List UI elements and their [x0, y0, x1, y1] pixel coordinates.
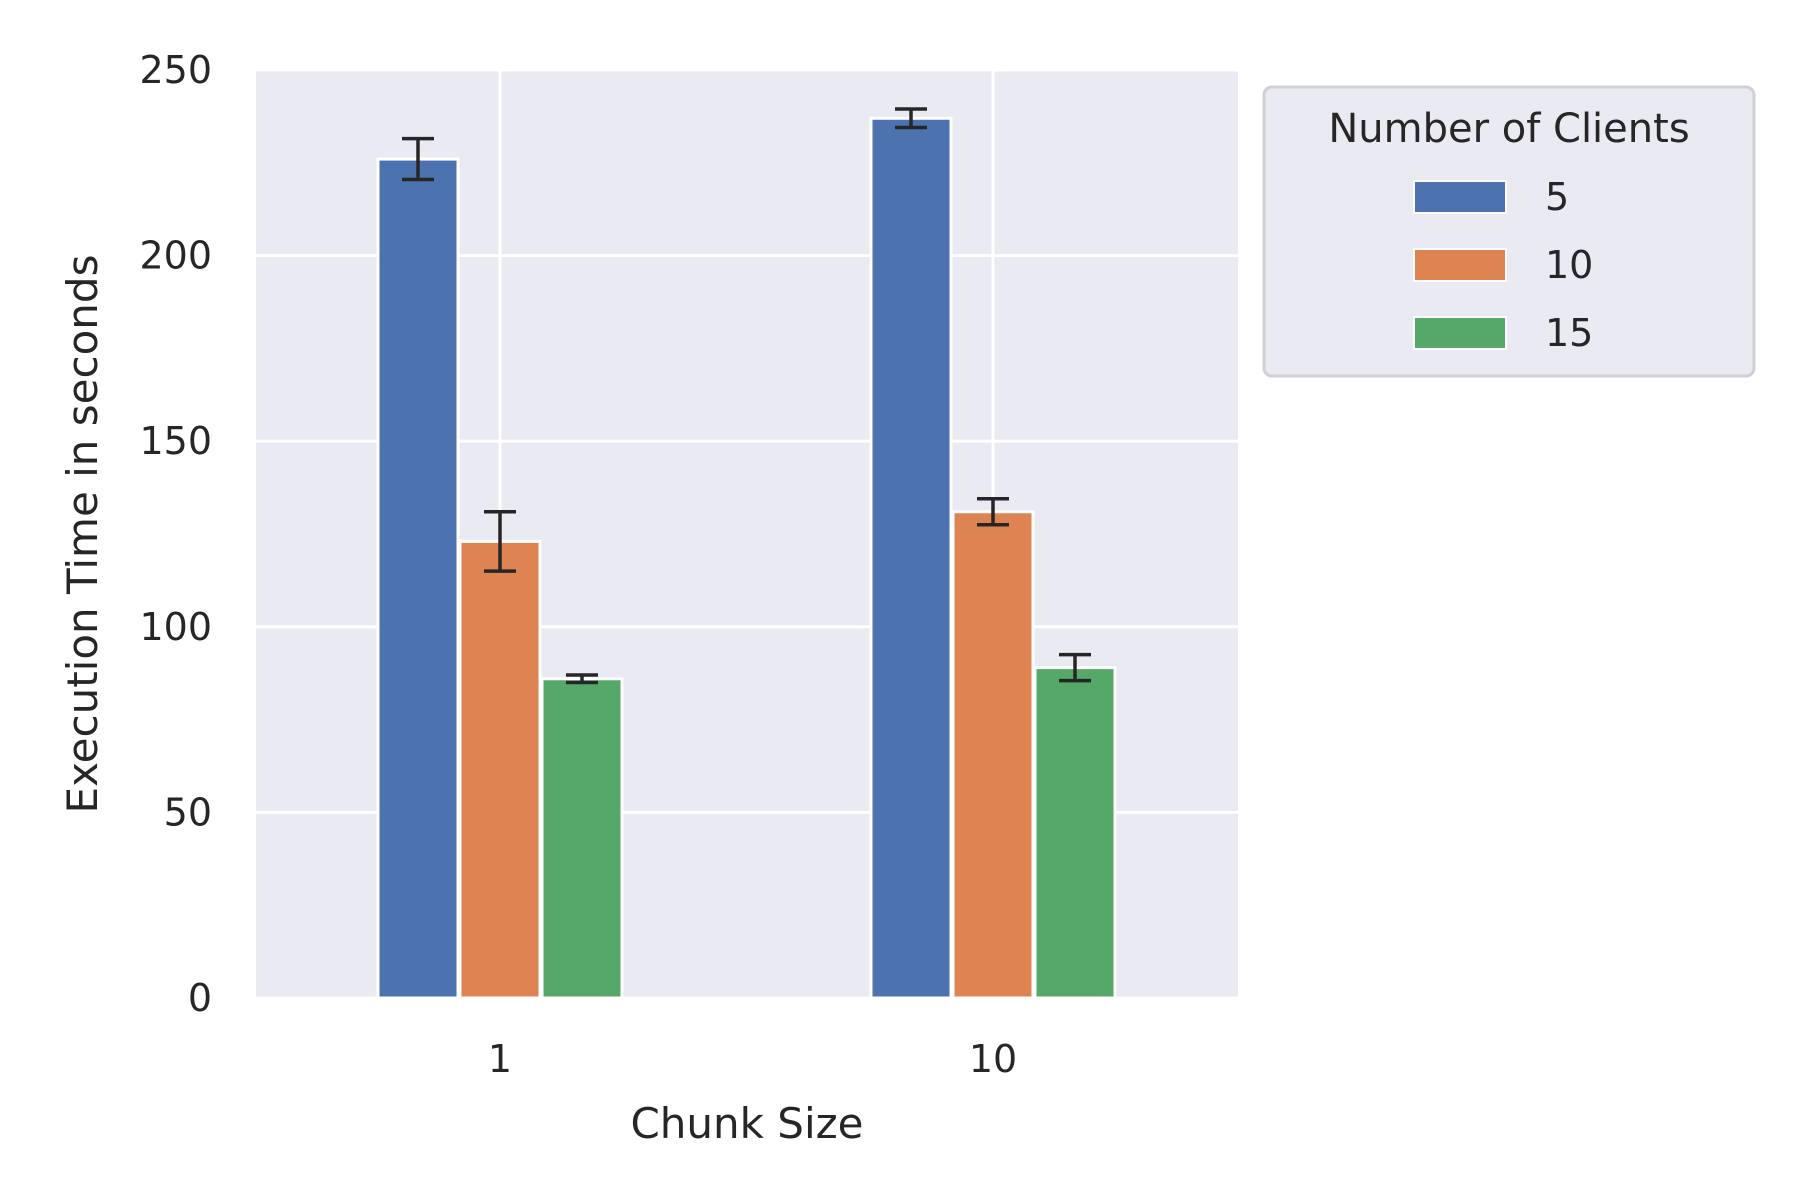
- y-tick-label: 150: [139, 419, 212, 463]
- legend-items: 5 10 15: [1413, 175, 1593, 355]
- x-axis-title: Chunk Size: [630, 1099, 863, 1148]
- legend-item: 15: [1413, 311, 1593, 355]
- bar: [1033, 666, 1117, 1000]
- legend-swatch: [1413, 180, 1507, 214]
- error-bar: [1059, 652, 1091, 683]
- y-tick-label: 0: [188, 976, 212, 1020]
- legend-swatch: [1413, 248, 1507, 282]
- x-tick-label: 1: [488, 1037, 512, 1081]
- bars: [376, 116, 1117, 1000]
- legend-label: 5: [1545, 175, 1569, 219]
- x-tick-label: 10: [969, 1037, 1017, 1081]
- bar: [951, 510, 1035, 1000]
- error-bar: [977, 496, 1009, 527]
- legend-item: 5: [1413, 175, 1569, 219]
- y-axis-title: Execution Time in seconds: [58, 255, 107, 814]
- error-bar: [895, 107, 927, 130]
- legend: Number of Clients 5 10 15: [1262, 85, 1756, 378]
- legend-swatch: [1413, 316, 1507, 350]
- bar: [376, 157, 460, 1000]
- x-tick-labels: 1 10: [488, 1037, 1017, 1081]
- legend-title: Number of Clients: [1328, 106, 1689, 152]
- error-bar: [402, 136, 434, 182]
- bar: [869, 116, 953, 1000]
- error-bar: [566, 673, 598, 685]
- legend-frame: [1262, 85, 1756, 378]
- bar: [458, 539, 542, 1000]
- y-tick-label: 100: [139, 605, 212, 649]
- error-bar: [484, 509, 516, 573]
- legend-label: 15: [1545, 311, 1593, 355]
- y-tick-label: 200: [139, 234, 212, 278]
- y-tick-label: 50: [164, 790, 212, 834]
- bar: [540, 677, 624, 1000]
- error-bars: [402, 107, 1091, 685]
- legend-item: 10: [1413, 243, 1593, 287]
- legend-label: 10: [1545, 243, 1593, 287]
- y-tick-label: 250: [139, 48, 212, 92]
- y-tick-labels: 0 50 100 150 200 250: [139, 48, 212, 1020]
